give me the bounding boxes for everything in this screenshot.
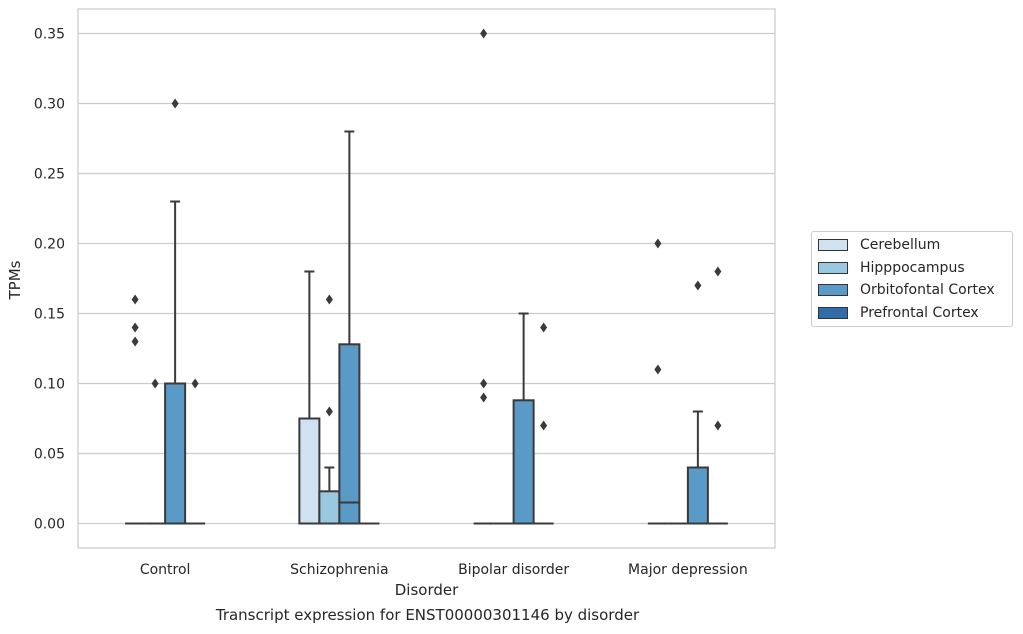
box bbox=[512, 399, 535, 525]
outlier-point bbox=[480, 28, 488, 39]
box bbox=[686, 466, 709, 525]
y-tick-label: 0.20 bbox=[34, 237, 65, 253]
y-tick-label: 0.10 bbox=[34, 377, 65, 393]
y-tick-labels: 0.00 0.05 0.10 0.15 0.20 0.25 0.30 0.35 bbox=[34, 27, 65, 533]
y-tick-label: 0.30 bbox=[34, 97, 65, 113]
x-tick-label: Major depression bbox=[628, 562, 748, 578]
y-tick-label: 0.05 bbox=[34, 447, 65, 463]
plot-area bbox=[77, 8, 776, 549]
outlier-point bbox=[714, 420, 722, 431]
outlier-point bbox=[325, 294, 333, 305]
box-plot bbox=[512, 312, 535, 525]
box-plot bbox=[298, 270, 321, 525]
box bbox=[318, 490, 341, 525]
outliers bbox=[131, 28, 722, 431]
legend-item: Orbitofontal Cortex bbox=[818, 281, 995, 299]
legend-swatch bbox=[818, 239, 848, 251]
outlier-point bbox=[480, 378, 488, 389]
legend-item: Prefrontal Cortex bbox=[818, 304, 979, 322]
outlier-point bbox=[325, 406, 333, 417]
legend-swatch bbox=[818, 306, 848, 319]
x-tick-label: Control bbox=[140, 562, 191, 578]
outlier-point bbox=[151, 378, 159, 389]
outlier-point bbox=[540, 322, 548, 333]
box-plot bbox=[338, 130, 361, 525]
box-plot bbox=[686, 410, 709, 525]
legend: Cerebellum Hipppocampus Orbitofontal Corte… bbox=[811, 231, 1013, 327]
outlier-point bbox=[694, 280, 702, 291]
chart-caption: Transcript expression for ENST0000030114… bbox=[215, 606, 640, 624]
legend-swatch bbox=[818, 261, 848, 274]
legend-item: Cerebellum bbox=[818, 236, 940, 254]
legend-label: Cerebellum bbox=[860, 237, 941, 253]
y-axis-label: TPMs bbox=[6, 260, 24, 300]
y-tick-label: 0.00 bbox=[34, 517, 65, 533]
y-tick-label: 0.35 bbox=[34, 27, 65, 43]
legend-item: Hipppocampus bbox=[818, 259, 965, 277]
boxes bbox=[125, 130, 728, 525]
outlier-point bbox=[131, 294, 139, 305]
outlier-point bbox=[131, 336, 139, 347]
y-tick-label: 0.15 bbox=[34, 307, 65, 323]
legend-label: Prefrontal Cortex bbox=[860, 304, 979, 321]
y-tick-label: 0.25 bbox=[34, 167, 65, 183]
outlier-point bbox=[171, 98, 179, 109]
box bbox=[164, 382, 187, 525]
legend-label: Orbitofontal Cortex bbox=[860, 282, 995, 298]
box bbox=[298, 417, 321, 525]
outlier-point bbox=[654, 238, 662, 249]
x-tick-labels: Control Schizophrenia Bipolar disorder Majo… bbox=[140, 562, 748, 578]
outlier-point bbox=[714, 266, 722, 277]
outlier-point bbox=[131, 322, 139, 333]
box-plot bbox=[318, 466, 341, 525]
x-tick-label: Bipolar disorder bbox=[458, 562, 569, 578]
box bbox=[338, 343, 361, 525]
outlier-point bbox=[540, 420, 548, 431]
legend-swatch bbox=[818, 284, 848, 296]
x-tick-label: Schizophrenia bbox=[290, 562, 388, 578]
outlier-point bbox=[654, 364, 662, 375]
outlier-point bbox=[480, 392, 488, 403]
x-axis-label: Disorder bbox=[395, 581, 459, 599]
outlier-point bbox=[191, 378, 199, 389]
legend-label: Hipppocampus bbox=[860, 259, 965, 276]
box-plot bbox=[164, 200, 187, 525]
